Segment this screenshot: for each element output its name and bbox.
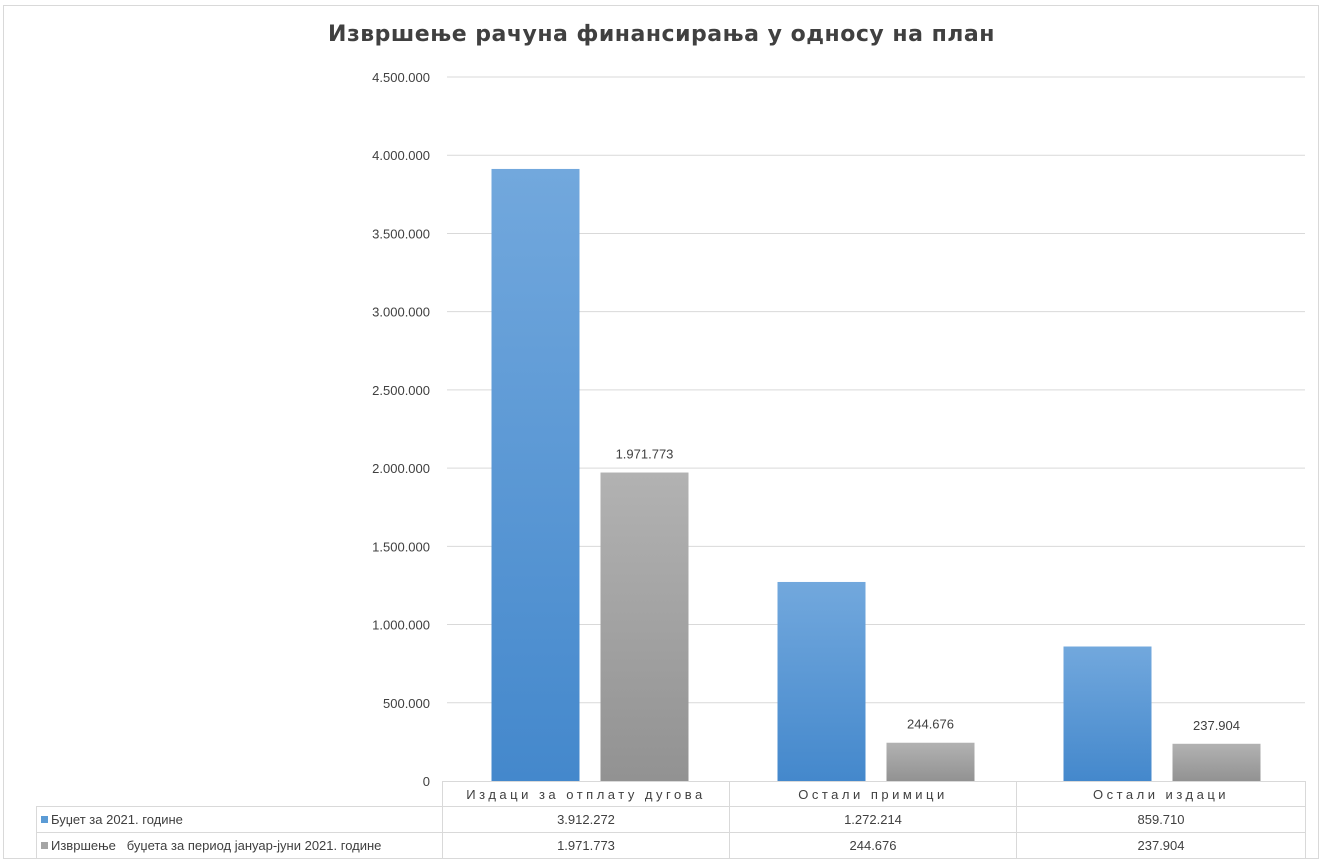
table-cell: 859.710 xyxy=(1016,806,1306,833)
data-table-row: Буџет за 2021. године 3.912.272 1.272.21… xyxy=(36,806,1306,833)
category-label: Остали издаци xyxy=(1016,781,1306,807)
gridlines xyxy=(447,76,1305,704)
table-cell: 1.272.214 xyxy=(729,806,1017,833)
data-table-corner xyxy=(36,781,443,807)
table-cell: 244.676 xyxy=(729,832,1017,859)
chart-frame xyxy=(3,5,1319,859)
category-label: Остали примици xyxy=(729,781,1017,807)
category-label: Издаци за отплату дугова xyxy=(442,781,730,807)
bar-budget xyxy=(1063,646,1152,781)
bars xyxy=(491,168,1261,781)
data-table-row: Извршење буџета за период јануар-јуни 20… xyxy=(36,832,1306,859)
bar-data-label: 244.676 xyxy=(907,717,954,732)
chart-title: Извршење рачуна финансирања у односу на … xyxy=(328,22,995,47)
bar-data-label: 237.904 xyxy=(1193,718,1240,733)
bar-execution xyxy=(600,472,689,781)
legend-swatch-gray xyxy=(41,842,48,849)
series-name: Буџет за 2021. године xyxy=(51,812,183,827)
data-table-header: Издаци за отплату дугова Остали примици … xyxy=(36,781,1306,807)
legend-swatch-blue xyxy=(41,816,48,823)
bar-data-label: 1.971.773 xyxy=(616,447,674,462)
y-tick-label: 500.000 xyxy=(383,696,430,711)
y-tick-label: 3.500.000 xyxy=(372,226,430,241)
y-axis-tick-labels: 0500.0001.000.0001.500.0002.000.0002.500… xyxy=(372,70,430,789)
bar-execution xyxy=(886,742,975,781)
y-tick-label: 1.000.000 xyxy=(372,618,430,633)
y-tick-label: 3.000.000 xyxy=(372,305,430,320)
bar-data-labels: 1.971.773 244.676 237.904 xyxy=(616,447,1240,733)
bar-budget xyxy=(491,168,580,781)
y-tick-label: 4.500.000 xyxy=(372,70,430,85)
series-name: Извршење буџета за период јануар-јуни 20… xyxy=(51,838,382,853)
bar-execution xyxy=(1172,743,1261,781)
table-cell: 3.912.272 xyxy=(442,806,730,833)
legend-entry-execution: Извршење буџета за период јануар-јуни 20… xyxy=(36,832,443,859)
table-cell: 1.971.773 xyxy=(442,832,730,859)
y-tick-label: 2.500.000 xyxy=(372,383,430,398)
legend-entry-budget: Буџет за 2021. године xyxy=(36,806,443,833)
chart-data-table: Издаци за отплату дугова Остали примици … xyxy=(36,781,1306,859)
y-tick-label: 2.000.000 xyxy=(372,461,430,476)
table-cell: 237.904 xyxy=(1016,832,1306,859)
bar-budget xyxy=(777,581,866,781)
y-tick-label: 4.000.000 xyxy=(372,148,430,163)
y-tick-label: 1.500.000 xyxy=(372,539,430,554)
